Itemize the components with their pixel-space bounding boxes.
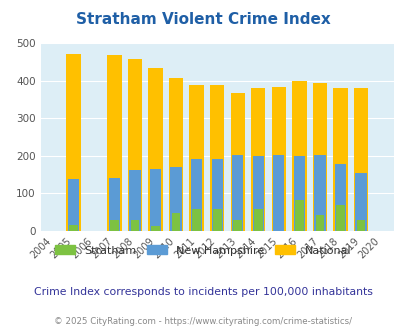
Text: Stratham Violent Crime Index: Stratham Violent Crime Index — [75, 12, 330, 26]
Bar — [334, 164, 345, 231]
Bar — [312, 83, 326, 231]
Bar — [293, 156, 304, 231]
Bar — [191, 159, 202, 231]
Bar — [254, 209, 262, 231]
Bar — [171, 213, 180, 231]
Bar — [168, 78, 183, 231]
Text: Crime Index corresponds to incidents per 100,000 inhabitants: Crime Index corresponds to incidents per… — [34, 287, 371, 297]
Bar — [292, 81, 306, 231]
Legend: Stratham, New Hampshire, National: Stratham, New Hampshire, National — [51, 241, 354, 260]
Bar — [252, 156, 263, 231]
Bar — [233, 220, 241, 231]
Bar — [271, 86, 285, 231]
Bar — [69, 225, 78, 231]
Bar — [151, 226, 160, 231]
Bar — [107, 55, 122, 231]
Bar — [68, 180, 79, 231]
Bar — [148, 69, 162, 231]
Bar — [209, 85, 224, 231]
Bar — [109, 178, 120, 231]
Bar — [335, 205, 344, 231]
Bar — [128, 59, 142, 231]
Bar — [230, 93, 244, 231]
Bar — [110, 220, 119, 231]
Bar — [149, 169, 161, 231]
Bar — [212, 209, 221, 231]
Bar — [192, 209, 200, 231]
Bar — [130, 220, 139, 231]
Bar — [66, 54, 81, 231]
Bar — [313, 155, 325, 231]
Bar — [353, 88, 367, 231]
Text: © 2025 CityRating.com - https://www.cityrating.com/crime-statistics/: © 2025 CityRating.com - https://www.city… — [54, 317, 351, 326]
Bar — [129, 170, 141, 231]
Bar — [250, 88, 265, 231]
Bar — [356, 220, 364, 231]
Bar — [273, 155, 284, 231]
Bar — [354, 174, 366, 231]
Bar — [232, 155, 243, 231]
Bar — [189, 85, 203, 231]
Bar — [294, 200, 303, 231]
Bar — [170, 167, 181, 231]
Bar — [333, 88, 347, 231]
Bar — [315, 215, 324, 231]
Bar — [211, 159, 222, 231]
